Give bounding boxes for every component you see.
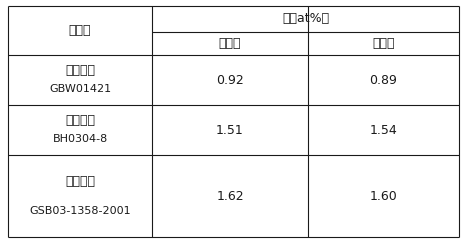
Text: 中碳锶铁: 中碳锶铁 — [65, 114, 95, 128]
Text: 高碳锶铁: 高碳锶铁 — [65, 175, 95, 188]
Text: 1.54: 1.54 — [369, 123, 397, 136]
Text: GBW01421: GBW01421 — [49, 84, 111, 94]
Text: GSB03-1358-2001: GSB03-1358-2001 — [29, 206, 131, 216]
Text: 1.51: 1.51 — [216, 123, 244, 136]
Text: 0.92: 0.92 — [216, 73, 244, 87]
Text: 0.89: 0.89 — [369, 73, 397, 87]
Text: 1.60: 1.60 — [369, 190, 397, 203]
Text: 标准值: 标准值 — [219, 37, 241, 50]
Text: 标样号: 标样号 — [69, 24, 91, 37]
Text: 测定值: 测定值 — [372, 37, 395, 50]
Text: 中碳锶铁: 中碳锶铁 — [65, 64, 95, 78]
Text: 硅（at%）: 硅（at%） — [282, 12, 329, 26]
Text: BH0304-8: BH0304-8 — [52, 134, 107, 144]
Text: 1.62: 1.62 — [216, 190, 244, 203]
